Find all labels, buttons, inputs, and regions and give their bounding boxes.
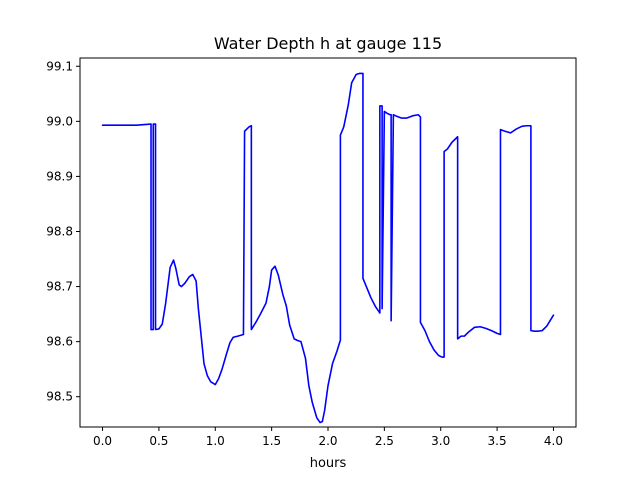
y-tick-label: 99.0 [46,114,73,128]
plot-series [101,72,555,424]
y-tick-label: 98.7 [46,280,73,294]
x-tick-label: 0.0 [93,434,112,448]
y-tick-label: 99.1 [46,59,73,73]
x-tick-label: 2.5 [375,434,394,448]
y-tick-label: 98.5 [46,390,73,404]
x-axis-label: hours [310,456,347,471]
x-tick-label: 3.5 [488,434,507,448]
series-line [101,72,555,424]
chart-title: Water Depth h at gauge 115 [214,34,442,53]
y-tick-label: 98.9 [46,169,73,183]
y-tick-label: 98.8 [46,224,73,238]
y-tick-label: 98.6 [46,335,73,349]
x-tick-label: 2.0 [318,434,337,448]
x-tick-label: 0.5 [149,434,168,448]
y-axis: 98.5 98.6 98.7 98.8 98.9 99.0 99.1 [46,59,80,404]
x-tick-label: 1.0 [206,434,225,448]
x-axis: 0.0 0.5 1.0 1.5 2.0 2.5 3.0 3.5 4.0 [93,427,563,448]
plot-frame [79,57,577,428]
x-tick-label: 4.0 [544,434,563,448]
x-tick-label: 1.5 [262,434,281,448]
x-tick-label: 3.0 [431,434,450,448]
